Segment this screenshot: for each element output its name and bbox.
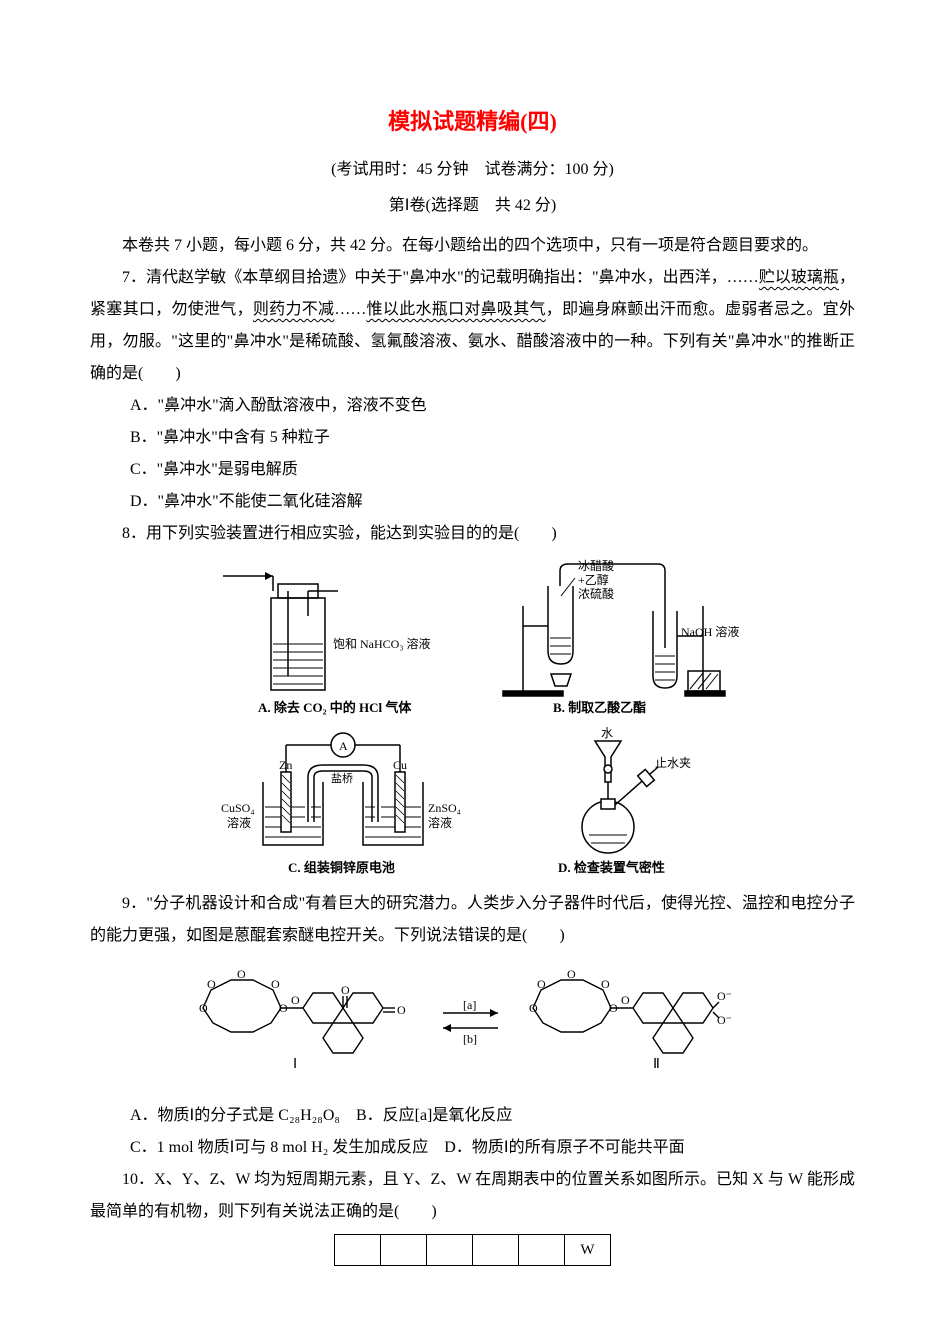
q9-label-I: Ⅰ — [293, 1057, 297, 1072]
q8-b-flask-label-3: 浓硫酸 — [578, 586, 614, 601]
q8-stem: 8．用下列实验装置进行相应实验，能达到实验目的的是( ) — [90, 518, 855, 550]
svg-text:O⁻: O⁻ — [717, 989, 732, 1003]
q7-option-d: D．"鼻冲水"不能使二氧化硅溶解 — [130, 486, 855, 518]
svg-text:O: O — [601, 977, 610, 991]
q7-mid2: …… — [334, 301, 366, 318]
q8-figure-row1: 饱和 NaHCO₃ 溶液 A. 除去 CO₂ 中的 HCl 气体 冰醋酸 +乙醇… — [90, 556, 855, 721]
q7-wavy1: 贮以玻璃瓶 — [759, 269, 839, 286]
q8-c-zn: Zn — [279, 758, 292, 772]
q7-option-c: C．"鼻冲水"是弱电解质 — [130, 454, 855, 486]
svg-text:O: O — [199, 1001, 208, 1015]
svg-text:O: O — [207, 977, 216, 991]
q8-c-right-sol-1: ZnSO₄ — [428, 801, 461, 815]
q8-c-cu: Cu — [393, 758, 407, 772]
section-1-title: 第Ⅰ卷(选择题 共 42 分) — [90, 190, 855, 222]
q8-c-left-sol-2: 溶液 — [227, 815, 251, 830]
svg-text:O: O — [291, 993, 300, 1007]
exam-title: 模拟试题精编(四) — [90, 100, 855, 144]
q9-arrow-a: [a] — [463, 998, 476, 1012]
q8-d-clip: 止水夹 — [655, 756, 691, 770]
q10-cell-W: W — [565, 1234, 611, 1265]
q8-c-left-sol-1: CuSO₄ — [221, 801, 255, 815]
svg-text:O: O — [341, 983, 350, 997]
q10-cell-2 — [381, 1234, 427, 1265]
q8-c-caption: C. 组装铜锌原电池 — [288, 860, 395, 875]
svg-text:O: O — [529, 1001, 538, 1015]
q7-options: A．"鼻冲水"滴入酚酞溶液中，溶液不变色 B．"鼻冲水"中含有 5 种粒子 C．… — [90, 390, 855, 518]
q9-options-cd: C．1 mol 物质Ⅰ可与 8 mol H₂ 发生加成反应 D．物质Ⅰ的所有原子… — [90, 1132, 855, 1164]
svg-text:O: O — [537, 977, 546, 991]
q10-cell-5 — [519, 1234, 565, 1265]
q8-b-flask-label-1: 冰醋酸 — [578, 558, 614, 573]
svg-text:O: O — [621, 993, 630, 1007]
q8-d-caption: D. 检查装置气密性 — [558, 860, 665, 875]
q8-c-ammeter: A — [339, 739, 348, 753]
q8-b-flask-label-2: +乙醇 — [578, 572, 609, 587]
q7-option-b: B．"鼻冲水"中含有 5 种粒子 — [130, 422, 855, 454]
q10-cell-3 — [427, 1234, 473, 1265]
q7-wavy3: 惟以此水瓶口对鼻吸其气 — [366, 301, 545, 318]
q7-wavy2: 则药力不减 — [253, 301, 334, 318]
q7-pre: 7．清代赵学敏《本草纲目拾遗》中关于"鼻冲水"的记载明确指出："鼻冲水，出西洋，… — [122, 269, 759, 286]
q8-b-right-label: NaOH 溶液 — [681, 624, 739, 639]
q10-cell-4 — [473, 1234, 519, 1265]
q8-a-caption: A. 除去 CO₂ 中的 HCl 气体 — [258, 700, 412, 715]
q7-stem: 7．清代赵学敏《本草纲目拾遗》中关于"鼻冲水"的记载明确指出："鼻冲水，出西洋，… — [90, 262, 855, 390]
q9-arrow-b: [b] — [463, 1032, 477, 1046]
svg-text:O: O — [397, 1003, 406, 1017]
q9-label-II: Ⅱ — [653, 1057, 660, 1072]
svg-text:O⁻: O⁻ — [717, 1013, 732, 1027]
svg-text:O: O — [567, 967, 576, 981]
instruction: 本卷共 7 小题，每小题 6 分，共 42 分。在每小题给出的四个选项中，只有一… — [90, 230, 855, 262]
q8-c-right-sol-2: 溶液 — [428, 815, 452, 830]
q7-option-a: A．"鼻冲水"滴入酚酞溶液中，溶液不变色 — [130, 390, 855, 422]
svg-text:O: O — [237, 967, 246, 981]
q8-a-bottle-label: 饱和 NaHCO₃ 溶液 — [333, 636, 431, 651]
q9-options-ab: A．物质Ⅰ的分子式是 C₂₈H₂₈O₈ B．反应[a]是氧化反应 — [90, 1100, 855, 1132]
q10-periodic-table: W — [334, 1234, 611, 1266]
svg-text:O: O — [271, 977, 280, 991]
q8-figure-row2: 盐桥 A Zn Cu CuSO₄ 溶 — [90, 727, 855, 882]
q10-cell-1 — [335, 1234, 381, 1265]
q8-c-bridge-label: 盐桥 — [331, 772, 353, 785]
q10-stem: 10．X、Y、Z、W 均为短周期元素，且 Y、Z、W 在周期表中的位置关系如图所… — [90, 1164, 855, 1228]
q8-d-water: 水 — [601, 727, 613, 740]
exam-info: (考试用时：45 分钟 试卷满分：100 分) — [90, 154, 855, 186]
q9-stem: 9．"分子机器设计和合成"有着巨大的研究潜力。人类步入分子器件时代后，使得光控、… — [90, 888, 855, 952]
q9-figure: O O O O O O O O — [90, 958, 855, 1093]
q8-b-caption: B. 制取乙酸乙酯 — [553, 700, 646, 715]
